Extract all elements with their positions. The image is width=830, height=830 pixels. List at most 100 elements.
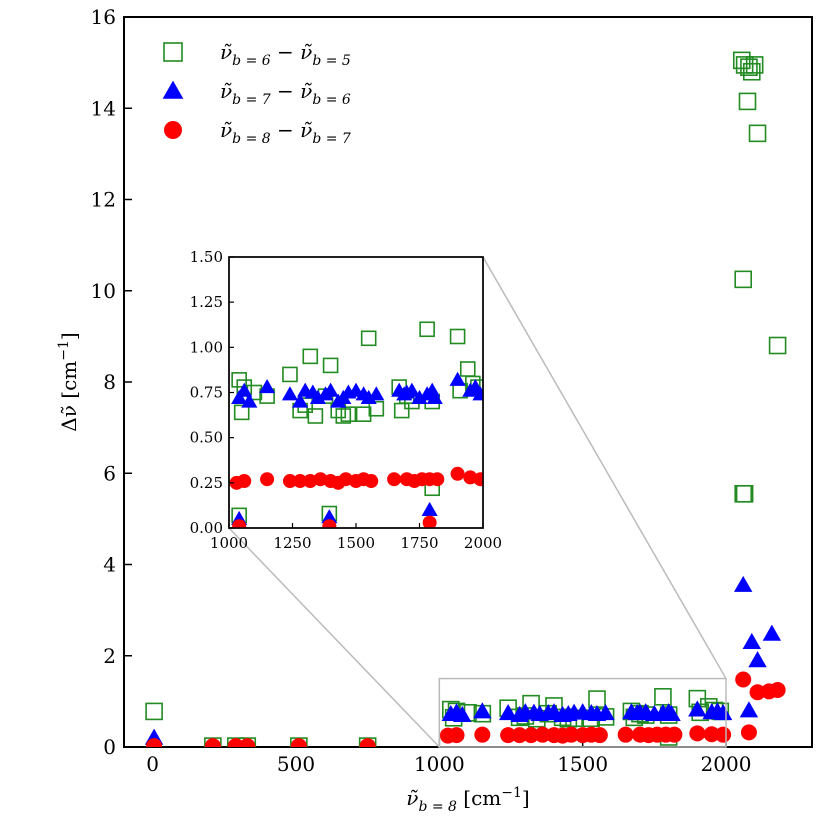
x-tick-label: 0 (146, 752, 159, 776)
data-point-b7-b6 (739, 701, 759, 718)
inset-data-point-b7-b6 (292, 393, 309, 408)
data-point-b6-b5 (734, 484, 753, 503)
data-point-b6-b5 (738, 92, 757, 111)
data-point-b7-b6 (748, 651, 767, 668)
inset-data-point-b7-b6 (360, 389, 377, 404)
inset-data-point-b7-b6 (426, 389, 443, 404)
zoom-connector-left (228, 527, 440, 748)
inset-y-tick-label: 0.25 (190, 474, 223, 492)
data-point-b6-b5 (732, 51, 751, 70)
data-point-b6-b5 (735, 56, 754, 74)
inset-data-point-b7-b6 (411, 389, 428, 404)
inset-data-point-b8-b7 (282, 474, 297, 489)
inset-x-tick-label: 1250 (273, 534, 311, 552)
inset-data-point-b7-b6 (241, 393, 258, 408)
inset-y-tick-label: 1.25 (190, 293, 223, 311)
inset-data-points (229, 321, 483, 528)
inset-data-point-b7-b6 (322, 382, 339, 397)
inset-data-point-b8-b7 (293, 474, 308, 489)
data-point-b8-b7 (769, 681, 786, 698)
inset-data-point-b7-b6 (231, 389, 248, 404)
data-point-b8-b7 (290, 738, 307, 747)
inset-data-point-b7-b6 (403, 382, 420, 397)
data-point-b7-b6 (596, 704, 615, 721)
inset-data-point-b6-b5 (282, 366, 298, 383)
inset-data-point-b6-b5 (322, 357, 339, 374)
inset-data-point-b8-b7 (430, 472, 445, 487)
data-point-b8-b7 (474, 726, 491, 743)
inset-y-tick-label: 0.00 (190, 519, 223, 537)
main-data-points (144, 51, 787, 747)
data-point-b7-b6 (713, 704, 733, 721)
inset-data-point-b6-b5 (419, 321, 435, 338)
inset-data-point-b7-b6 (236, 382, 253, 397)
data-point-b6-b5 (745, 56, 764, 74)
inset-data-point-b7-b6 (421, 501, 438, 516)
data-point-b6-b5 (734, 270, 753, 289)
inset-y-tick-label: 1.00 (190, 338, 223, 356)
y-tick-label: 0 (103, 735, 116, 759)
inset-data-point-b6-b5 (340, 406, 357, 422)
data-point-b6-b5 (145, 702, 163, 721)
data-point-b7-b6 (762, 624, 782, 641)
data-point-b6-b5 (768, 336, 787, 355)
inset-y-tick-label: 0.75 (190, 384, 223, 402)
data-point-b8-b7 (511, 727, 528, 744)
data-point-b8-b7 (500, 727, 517, 744)
inset-data-point-b7-b6 (368, 386, 385, 401)
x-tick-label: 1500 (557, 752, 608, 776)
data-point-b8-b7 (563, 726, 580, 743)
inset-data-point-b7-b6 (281, 386, 299, 401)
inset-data-point-b7-b6 (321, 509, 338, 524)
inset-data-point-b8-b7 (422, 515, 437, 528)
inset-plot: 1000 1250 1500 1750 2000 0.00 0.25 0.50 0.75 1.0… (190, 248, 503, 552)
data-point-b8-b7 (591, 727, 608, 744)
y-tick-label: 6 (103, 461, 116, 485)
data-point-b8-b7 (740, 724, 757, 741)
inset-data-point-b7-b6 (309, 389, 326, 404)
data-point-b7-b6 (734, 575, 753, 592)
y-tick-label: 2 (103, 644, 116, 668)
inset-x-tick-label: 1500 (337, 534, 375, 552)
inset-x-ticks: 1000 1250 1500 1750 2000 (210, 523, 502, 552)
zoom-connector-right (482, 256, 727, 679)
main-x-ticks: 0 500 1000 1500 2000 (146, 739, 751, 776)
data-point-b6-b5 (748, 124, 767, 143)
data-point-b8-b7 (523, 727, 540, 744)
y-tick-label: 4 (103, 553, 116, 577)
data-point-b7-b6 (473, 702, 492, 719)
legend-marker-b6-b5 (163, 42, 183, 62)
data-point-b8-b7 (448, 727, 465, 744)
inset-data-point-b6-b5 (307, 408, 324, 424)
inset-data-point-b6-b5 (355, 406, 372, 422)
zoom-indicator (228, 256, 727, 748)
legend-marker-b7-b6 (162, 80, 184, 99)
inset-data-point-b7-b6 (472, 386, 483, 401)
data-point-b8-b7 (666, 726, 683, 743)
data-point-b8-b7 (239, 738, 256, 747)
data-point-b8-b7 (204, 738, 221, 747)
legend-marker-b8-b7 (164, 121, 182, 139)
legend-label-b7-b6: ν̃b = 7 − ν̃b = 6 (220, 79, 351, 108)
inset-data-point-b8-b7 (232, 519, 247, 528)
inset-data-point-b6-b5 (360, 330, 377, 347)
x-tick-label: 500 (277, 752, 315, 776)
data-point-b8-b7 (703, 726, 720, 743)
inset-data-point-b6-b5 (302, 348, 319, 365)
inset-data-point-b8-b7 (322, 519, 337, 528)
zoom-rectangle (438, 677, 727, 748)
inset-data-point-b6-b5 (233, 404, 250, 421)
y-tick-label: 10 (91, 279, 116, 303)
data-point-b8-b7 (359, 738, 376, 747)
data-point-b7-b6 (498, 704, 518, 721)
y-tick-label: 14 (91, 96, 116, 120)
data-point-b8-b7 (689, 725, 706, 742)
inset-x-tick-label: 1000 (210, 534, 248, 552)
data-point-b7-b6 (742, 632, 761, 649)
x-axis-label: ν̃b = 8 [cm−1] (406, 785, 529, 815)
data-point-b7-b6 (453, 705, 472, 722)
x-tick-label: 1000 (414, 752, 465, 776)
y-axis-label: Δν̃ [cm−1] (56, 332, 81, 431)
inset-x-tick-label: 1750 (400, 534, 438, 552)
